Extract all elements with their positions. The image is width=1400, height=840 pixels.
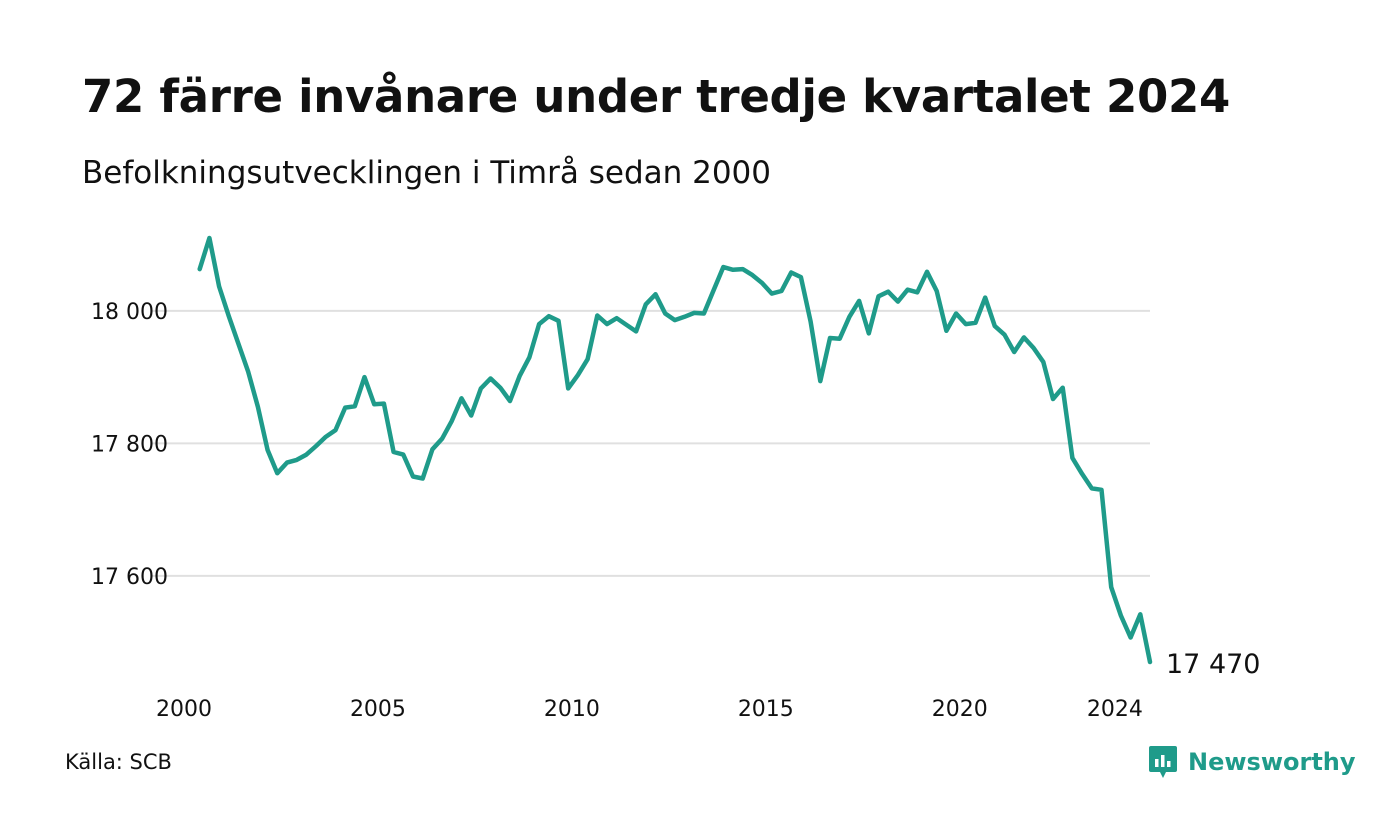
newsworthy-logo-icon (1149, 746, 1177, 778)
x-tick-label: 2010 (544, 697, 600, 722)
y-axis-ticks: 17 600 17 800 18 000 (91, 300, 168, 590)
chart-title: 72 färre invånare under tredje kvartalet… (82, 70, 1231, 123)
gridlines (152, 309, 1150, 577)
source-credit: Källa: SCB (65, 750, 172, 774)
brand-logo: Newsworthy (1148, 744, 1356, 780)
end-value-label: 17 470 (1166, 649, 1260, 680)
x-tick-label: 2020 (932, 697, 988, 722)
y-tick-label: 18 000 (91, 300, 168, 325)
brand-name: Newsworthy (1188, 748, 1356, 776)
y-tick-label: 17 800 (91, 432, 168, 457)
end-label-group: 17 470 (1166, 649, 1260, 680)
x-axis-ticks: 2000 2005 2010 2015 2020 2024 (156, 697, 1143, 722)
x-tick-label: 2024 (1087, 697, 1143, 722)
chart-subtitle: Befolkningsutvecklingen i Timrå sedan 20… (82, 155, 772, 191)
series-line (197, 235, 1153, 665)
x-tick-label: 2000 (156, 697, 212, 722)
series-group (197, 235, 1153, 665)
y-tick-label: 17 600 (91, 565, 168, 590)
x-tick-label: 2005 (350, 697, 406, 722)
x-tick-label: 2015 (738, 697, 794, 722)
